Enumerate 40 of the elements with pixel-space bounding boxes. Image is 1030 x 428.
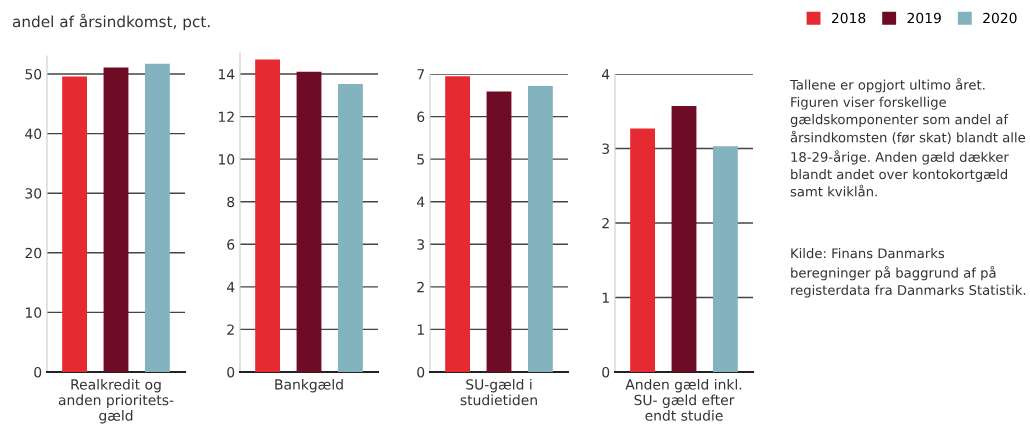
bar	[630, 128, 656, 372]
y-tick-label: 3	[602, 143, 610, 154]
y-tick-label: 10	[218, 154, 235, 165]
legend-label: 2018	[831, 12, 866, 24]
y-tick-label: 12	[218, 111, 234, 122]
y-axis-title: andel af årsindkomst, pct.	[12, 13, 210, 31]
y-tick-label: 10	[25, 307, 42, 318]
y-tick-label: 4	[416, 196, 425, 207]
legend-label: 2020	[983, 12, 1017, 24]
y-tick-label: 5	[417, 154, 424, 165]
y-tick-label: 7	[417, 69, 424, 80]
y-tick-label: 14	[218, 69, 235, 80]
x-tick-label: SU-gæld i studietiden	[460, 378, 537, 406]
x-tick-label: Bankgæld	[275, 378, 343, 393]
y-tick-label: 2	[417, 281, 424, 293]
y-tick-label: 6	[417, 111, 425, 123]
y-tick-label: 0	[34, 366, 42, 378]
text: Tallene er opgjort ultimo året. Figuren viser forskellige gældskomponenter som andel af årsindkomsten (før skat) blandt alle 18-29-årige. Anden gæld dækker blandt andet over kontokortgæld samt kviklån.	[789, 78, 1026, 197]
y-tick-label: 20	[25, 247, 42, 259]
y-tick-label: 3	[417, 239, 425, 250]
legend-label: 2019	[907, 12, 941, 24]
x-tick-label: Anden gæld inkl. SU- gæld efter endt studie	[625, 378, 742, 421]
y-tick-label: 50	[25, 68, 42, 80]
bar	[671, 106, 697, 372]
x-tick-label: Realkredit og anden prioritets- gæld	[58, 378, 174, 424]
y-tick-label: 4	[601, 69, 610, 80]
y-tick-label: 40	[25, 128, 42, 140]
text: Kilde: Finans Danmarks beregninger på baggrund af på registerdata fra Danmarks Statistik.	[791, 248, 1026, 298]
y-tick-label: 0	[602, 366, 610, 378]
y-tick-label: 8	[227, 196, 235, 208]
y-tick-label: 2	[602, 217, 609, 229]
y-tick-label: 1	[602, 292, 609, 303]
y-tick-label: 2	[227, 324, 234, 335]
y-tick-label: 30	[25, 188, 42, 199]
bar	[712, 146, 738, 372]
y-tick-label: 0	[227, 366, 235, 378]
y-tick-label: 4	[226, 282, 235, 293]
y-tick-label: 6	[227, 239, 235, 250]
y-tick-label: 0	[417, 366, 425, 378]
y-tick-label: 1	[417, 324, 424, 335]
